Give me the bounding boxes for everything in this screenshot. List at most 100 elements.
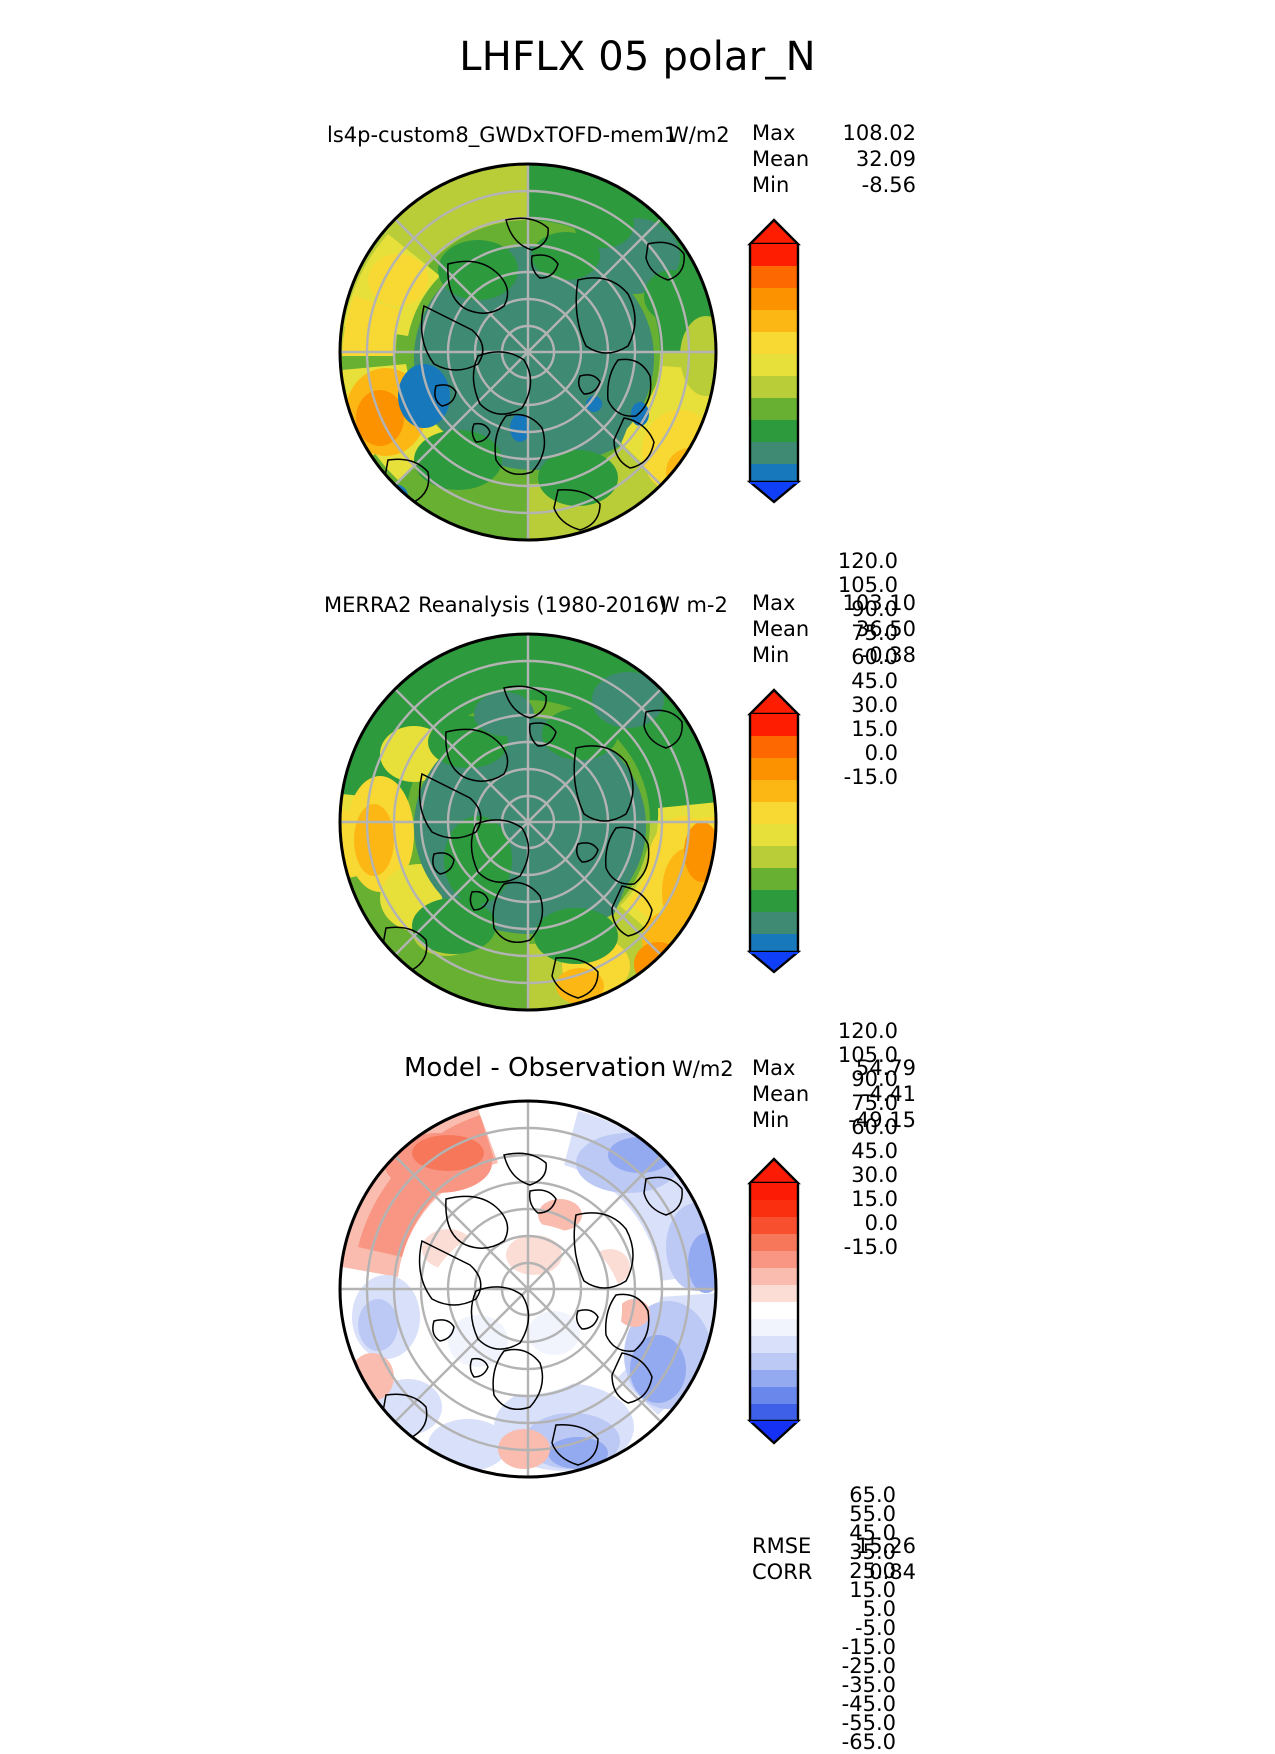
- cbar-tick: 105.0: [837, 573, 898, 597]
- stat-value: 32.09: [855, 147, 916, 171]
- stat-row: Mean 32.09: [752, 146, 916, 172]
- stat-value: 36.50: [855, 617, 916, 641]
- graticule: [340, 1101, 716, 1477]
- cbar-tick: 65.0: [849, 1483, 896, 1507]
- cbar-tick: 105.0: [837, 1043, 898, 1067]
- graticule: [340, 164, 716, 540]
- map-field: [340, 164, 716, 540]
- panel-units: W/m2: [672, 1057, 734, 1081]
- coastlines: [381, 1152, 683, 1466]
- skill-stats-block: RMSE 15.26 CORR 0.84: [752, 1533, 916, 1585]
- stat-row: Max 54.79: [752, 1055, 916, 1081]
- cbar-tick: 15.0: [851, 717, 898, 741]
- stat-label: Max: [752, 1056, 796, 1080]
- stat-value: -4.41: [861, 1082, 916, 1106]
- stat-value: 103.10: [842, 591, 916, 615]
- cbar-tick: 90.0: [851, 1067, 898, 1091]
- polar-map-svg: [338, 1099, 718, 1479]
- cbar-tick: 15.0: [851, 1187, 898, 1211]
- colorbar-bands: [746, 688, 802, 974]
- cbar-tick: 55.0: [849, 1502, 896, 1526]
- cbar-tick: 75.0: [851, 1091, 898, 1115]
- map-field: [340, 1101, 716, 1477]
- cbar-tick: 45.0: [851, 669, 898, 693]
- panel-units: W m-2: [659, 593, 728, 617]
- panel-header: Model - Observation W/m2 Max 54.79 Mean -4…: [0, 1053, 1275, 1132]
- graticule: [340, 634, 716, 1010]
- stat-label: Mean: [752, 1082, 810, 1106]
- colorbar-svg: [746, 1157, 802, 1445]
- panel-title: ls4p-custom8_GWDxTOFD-mem1: [327, 123, 678, 147]
- cbar-tick: 120.0: [837, 549, 898, 573]
- cbar-tick: 30.0: [851, 693, 898, 717]
- stat-row: Min -49.15: [752, 1107, 916, 1133]
- cbar-tick: 30.0: [851, 1163, 898, 1187]
- panel-header: ls4p-custom8_GWDxTOFD-mem1 W/m2 Max 108.0…: [0, 118, 1275, 197]
- cbar-tick: 120.0: [837, 1019, 898, 1043]
- cbar-tick: 15.0: [849, 1578, 896, 1602]
- stat-label: CORR: [752, 1560, 813, 1584]
- coastlines: [383, 217, 685, 531]
- stat-label: Min: [752, 643, 790, 667]
- stat-label: Min: [752, 1108, 790, 1132]
- polar-map-observation: [328, 630, 732, 1014]
- panel-units: W/m2: [668, 123, 730, 147]
- stat-value: -49.15: [848, 1108, 916, 1132]
- stat-label: Mean: [752, 147, 810, 171]
- stat-row: Min -8.56: [752, 172, 916, 198]
- stat-label: RMSE: [752, 1534, 812, 1558]
- stat-row: Max 103.10: [752, 590, 916, 616]
- colorbar-model: 120.0 105.0 90.0 75.0 60.0 45.0 30.0 15.…: [744, 214, 898, 789]
- cbar-tick: -15.0: [843, 1235, 898, 1259]
- cbar-tick: 45.0: [849, 1521, 896, 1545]
- stat-row: CORR 0.84: [752, 1559, 916, 1585]
- stat-label: Max: [752, 591, 796, 615]
- cbar-tick: -5.0: [855, 1616, 896, 1640]
- colorbar-difference: 65.0 55.0 45.0 35.0 25.0 15.0 5.0 -5.0 -…: [744, 1157, 896, 1754]
- cbar-tick: 45.0: [851, 1139, 898, 1163]
- cbar-tick: 25.0: [849, 1559, 896, 1583]
- stat-value: 108.02: [842, 121, 916, 145]
- colorbar-svg: [746, 688, 802, 974]
- stat-label: Max: [752, 121, 796, 145]
- coastlines: [381, 685, 683, 999]
- polar-map-svg: [338, 162, 718, 542]
- cbar-tick: 35.0: [849, 1540, 896, 1564]
- stat-value: 0.84: [869, 1560, 916, 1584]
- stat-value: 54.79: [855, 1056, 916, 1080]
- stat-value: -0.38: [861, 643, 916, 667]
- stats-block: Max 103.10 Mean 36.50 Min -0.38: [752, 590, 916, 668]
- stat-row: Min -0.38: [752, 642, 916, 668]
- cbar-tick: 5.0: [862, 1597, 896, 1621]
- cbar-tick: 0.0: [864, 741, 898, 765]
- map-field: [340, 634, 716, 1010]
- page-title: LHFLX 05 polar_N: [459, 34, 816, 80]
- polar-map-model: [328, 160, 732, 544]
- cbar-tick: 90.0: [851, 597, 898, 621]
- cbar-tick: 60.0: [851, 1115, 898, 1139]
- stat-row: RMSE 15.26: [752, 1533, 916, 1559]
- stat-row: Mean -4.41: [752, 1081, 916, 1107]
- colorbar-bands: [746, 218, 802, 504]
- polar-map-difference: [328, 1097, 732, 1481]
- panel-title: MERRA2 Reanalysis (1980-2016): [324, 593, 668, 617]
- colorbar-bands: [746, 1157, 802, 1445]
- panel-header: MERRA2 Reanalysis (1980-2016) W m-2 Max 1…: [0, 588, 1275, 667]
- stat-row: Mean 36.50: [752, 616, 916, 642]
- cbar-tick: 60.0: [851, 645, 898, 669]
- stat-row: Max 108.02: [752, 120, 916, 146]
- stats-block: Max 54.79 Mean -4.41 Min -49.15: [752, 1055, 916, 1133]
- panel-title: Model - Observation: [404, 1053, 667, 1083]
- stat-value: 15.26: [855, 1534, 916, 1558]
- cbar-tick: 75.0: [851, 621, 898, 645]
- cbar-tick: -15.0: [843, 765, 898, 789]
- stat-label: Mean: [752, 617, 810, 641]
- colorbar-svg: [746, 218, 802, 504]
- colorbar-observation: 120.0 105.0 90.0 75.0 60.0 45.0 30.0 15.…: [744, 684, 898, 1259]
- stat-label: Min: [752, 173, 790, 197]
- cbar-tick: 0.0: [864, 1211, 898, 1235]
- polar-map-svg: [338, 632, 718, 1012]
- stats-block: Max 108.02 Mean 32.09 Min -8.56: [752, 120, 916, 198]
- stat-value: -8.56: [861, 173, 916, 197]
- cbar-tick: -65.0: [841, 1730, 896, 1754]
